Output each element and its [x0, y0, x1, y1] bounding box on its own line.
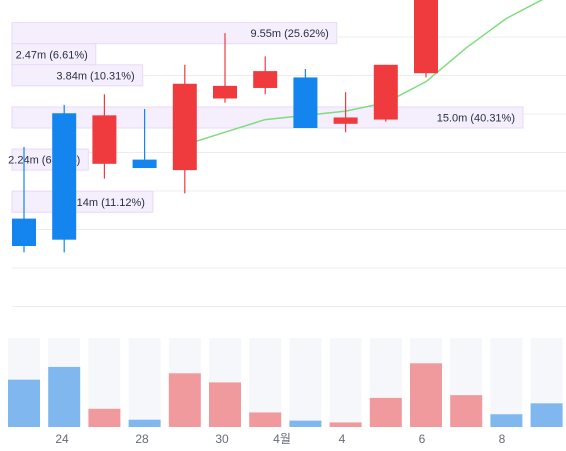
candle[interactable] — [414, 0, 438, 78]
candles[interactable] — [12, 0, 559, 253]
x-axis: 24 28 30 4월 4 6 8 — [55, 432, 505, 446]
volume-bar[interactable] — [8, 379, 40, 427]
candle-body — [172, 83, 197, 171]
candle[interactable] — [373, 64, 398, 122]
candle[interactable] — [333, 92, 358, 133]
volume-bar[interactable] — [128, 419, 161, 427]
candle-body — [132, 159, 157, 169]
candle[interactable] — [172, 64, 197, 194]
x-tick-label: 4월 — [273, 432, 291, 446]
candle[interactable] — [12, 146, 36, 253]
candle-body — [373, 64, 398, 120]
volume-profile-bar — [11, 64, 144, 87]
candle-body — [293, 77, 318, 128]
x-tick-label: 4 — [339, 432, 346, 446]
volume-bar[interactable] — [48, 366, 81, 427]
volume-bar[interactable] — [329, 422, 362, 427]
candle[interactable] — [213, 33, 237, 103]
candle[interactable] — [253, 56, 278, 95]
volume-background — [490, 338, 523, 427]
volume-bar[interactable] — [450, 395, 483, 427]
volume-bar[interactable] — [168, 373, 201, 427]
candle-body — [253, 71, 278, 88]
volume-bars[interactable] — [8, 363, 563, 427]
volume-bar[interactable] — [490, 414, 523, 427]
x-tick-label: 6 — [419, 432, 426, 446]
volume-background — [329, 338, 362, 427]
volume-profile-label: 9.55m (25.62%) — [251, 28, 329, 40]
volume-bar[interactable] — [209, 382, 241, 427]
candle-body — [52, 113, 77, 240]
volume-profile-label: 15.0m (40.31%) — [437, 112, 515, 124]
x-tick-label: 30 — [215, 432, 229, 446]
volume-profile-label: 2.47m (6.61%) — [16, 49, 88, 61]
volume-bar[interactable] — [410, 363, 442, 427]
candle-body — [213, 85, 237, 99]
volume-profile: 9.55m (25.62%) 2.47m (6.61%) 3.84m (10.31%… — [8, 22, 524, 213]
candle-body — [414, 0, 438, 74]
x-tick-label: 24 — [55, 432, 69, 446]
volume-bar[interactable] — [369, 397, 402, 427]
candle[interactable] — [293, 69, 318, 128]
candle-body — [92, 115, 117, 164]
volume-bar[interactable] — [88, 408, 121, 427]
volume-profile-bar — [11, 190, 154, 213]
candle-body — [12, 218, 36, 246]
volume-bar[interactable] — [249, 412, 282, 427]
volume-profile-label: 4.14m (11.12%) — [68, 197, 145, 209]
x-tick-label: 28 — [135, 432, 149, 446]
volume-profile-label: 3.84m (10.31%) — [56, 70, 134, 82]
x-tick-label: 8 — [499, 432, 506, 446]
candle[interactable] — [52, 104, 77, 253]
volume-background — [289, 338, 322, 427]
candle[interactable] — [132, 109, 157, 169]
volume-profile-bar — [11, 22, 338, 45]
volume-background — [249, 338, 282, 427]
candle-body — [333, 117, 358, 124]
volume-bar[interactable] — [289, 420, 322, 427]
volume-bar[interactable] — [530, 403, 563, 427]
candle[interactable] — [92, 94, 117, 179]
volume-background — [128, 338, 161, 427]
